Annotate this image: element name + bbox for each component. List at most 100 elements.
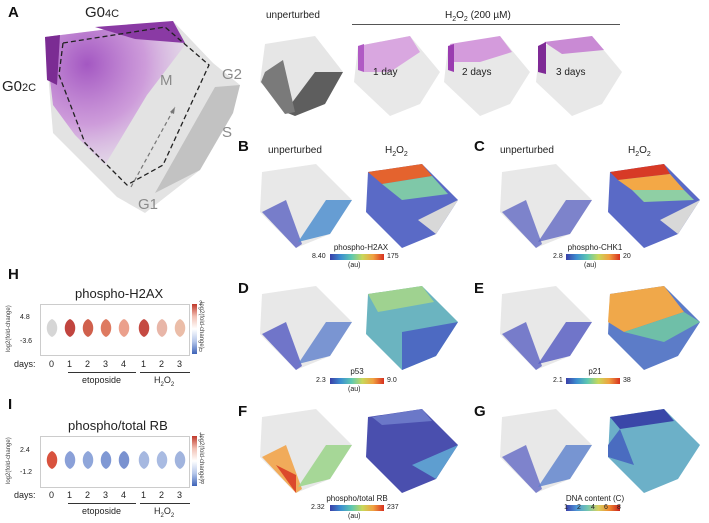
label-m: M <box>160 72 173 89</box>
panel-c-left-label: unperturbed <box>500 145 554 156</box>
panel-e-colorbar-max: 38 <box>623 377 631 384</box>
violin-1 <box>64 451 76 469</box>
panel-g-h2o2-scatter <box>608 409 700 493</box>
day-label: 1 <box>141 490 147 500</box>
violin-1 <box>64 319 76 337</box>
day-label: 2 <box>85 359 91 369</box>
panel-c-colorbar-min: 2.8 <box>553 253 563 260</box>
violin-5 <box>138 451 150 469</box>
panel-i-ytick-low: -1.2 <box>20 469 33 476</box>
panel-e-colorbar-min: 2.1 <box>553 377 563 384</box>
panel-i-side-colorbar <box>192 436 197 486</box>
panel-b-colorbar-max: 175 <box>387 253 399 260</box>
panel-letter-d: D <box>238 280 249 297</box>
day-label: 3 <box>177 359 183 369</box>
day-label: 2 <box>159 490 165 500</box>
panel-b-colorbar-title: phospho-H2AX <box>333 243 389 252</box>
panel-d-h2o2-scatter <box>366 286 458 370</box>
panel-h-etoposide-line <box>68 372 136 373</box>
panel-letter-g: G <box>474 403 486 420</box>
violin-2 <box>82 451 94 469</box>
panel-h-ytick-high: 4.8 <box>20 314 30 321</box>
panel-d-colorbar-title: p53 <box>350 367 364 376</box>
violin-7 <box>174 319 186 337</box>
panel-e-unperturbed-scatter <box>500 286 592 370</box>
panel-d-colorbar-min: 2.3 <box>316 377 326 384</box>
panel-d-unperturbed-scatter <box>260 286 352 370</box>
panel-c-colorbar-unit: (au) <box>584 262 597 269</box>
day-2-label: 2 days <box>462 67 492 78</box>
panel-i-side-bottom: -8 <box>199 480 205 486</box>
violin-4 <box>118 451 130 469</box>
day-1-label: 1 day <box>373 67 398 78</box>
panel-i-days-label: days: <box>14 490 36 500</box>
panel-i-etoposide-line <box>68 503 136 504</box>
day-3-label: 3 days <box>556 67 586 78</box>
panel-letter-h: H <box>8 266 19 283</box>
panel-letter-b: B <box>238 138 249 155</box>
panel-h-side-bottom: 0 <box>199 348 203 354</box>
panel-g-tick-2: 2 <box>577 504 581 511</box>
panel-h-days-label: days: <box>14 359 36 369</box>
panel-f-colorbar <box>330 505 384 511</box>
panel-b-colorbar-min: 8.40 <box>312 253 326 260</box>
panel-d-colorbar-max: 9.0 <box>387 377 397 384</box>
panel-d-colorbar-unit: (au) <box>348 386 361 393</box>
panel-c-unperturbed-scatter <box>500 164 592 248</box>
panel-a-unperturbed-label: unperturbed <box>266 10 320 21</box>
panel-h-etoposide-label: etoposide <box>82 375 122 385</box>
panel-b-colorbar <box>330 254 384 260</box>
panel-e-colorbar-title: p21 <box>588 367 602 376</box>
panel-h-title: phospho-H2AX <box>75 286 164 301</box>
violin-0 <box>46 319 58 337</box>
panel-f-colorbar-max: 237 <box>387 504 399 511</box>
violin-2 <box>82 319 94 337</box>
panel-a-day3-scatter <box>536 36 622 116</box>
panel-b-colorbar-unit: (au) <box>348 262 361 269</box>
panel-b-h2o2-scatter <box>366 164 458 248</box>
panel-h-ytick-low: -3.6 <box>20 338 33 345</box>
day-label: 0 <box>49 490 55 500</box>
panel-h-h2o2-label: H2O2 <box>154 375 175 388</box>
panel-c-colorbar-title: phospho-CHK1 <box>567 243 623 252</box>
panel-g-tick-4: 4 <box>591 504 595 511</box>
violin-0 <box>46 451 58 469</box>
panel-f-colorbar-title: phospho/total RB <box>326 494 388 503</box>
violin-6 <box>156 451 168 469</box>
violin-3 <box>100 319 112 337</box>
panel-i-violins <box>46 451 186 469</box>
panel-c-right-label: H2O2 <box>628 145 651 158</box>
day-label: 1 <box>67 490 73 500</box>
panel-h-box <box>40 304 190 356</box>
panel-f-unperturbed-scatter <box>260 409 352 493</box>
label-g0-4c: G04C <box>85 4 120 21</box>
violin-4 <box>118 319 130 337</box>
panel-a-main-scatter <box>45 21 240 213</box>
day-label: 3 <box>103 359 109 369</box>
panel-i-title: phospho/total RB <box>68 418 168 433</box>
day-label: 2 <box>85 490 91 500</box>
panel-a-treatment-label: H2O2 (200 µM) <box>445 10 511 23</box>
label-s: S <box>222 124 233 141</box>
panel-g-colorbar-title: DNA content (C) <box>565 494 625 503</box>
panel-i-ylabel: log2(fold-change) <box>6 437 12 484</box>
violin-6 <box>156 319 168 337</box>
violin-5 <box>138 319 150 337</box>
panel-f-colorbar-unit: (au) <box>348 513 361 520</box>
panel-i-ytick-high: 2.4 <box>20 447 30 454</box>
day-label: 4 <box>121 490 127 500</box>
panel-h-h2o2-line <box>140 372 190 373</box>
panel-a-day1-scatter <box>354 36 440 116</box>
panel-c-colorbar <box>566 254 620 260</box>
panel-g-colorbar <box>566 505 620 511</box>
panel-b-left-label: unperturbed <box>268 145 322 156</box>
panel-g-tick-1: 1 <box>564 504 568 511</box>
panel-i-side-label: log2(fold-change) <box>198 434 204 481</box>
panel-h-side-label: log2(fold-change) <box>198 302 204 349</box>
panel-h-violins <box>46 319 186 337</box>
day-label: 1 <box>67 359 73 369</box>
label-g0-2c: G02C <box>2 78 37 95</box>
panel-c-h2o2-scatter <box>608 164 700 248</box>
panel-b-unperturbed-scatter <box>260 164 352 248</box>
panel-h-side-top: 2 <box>199 301 203 307</box>
